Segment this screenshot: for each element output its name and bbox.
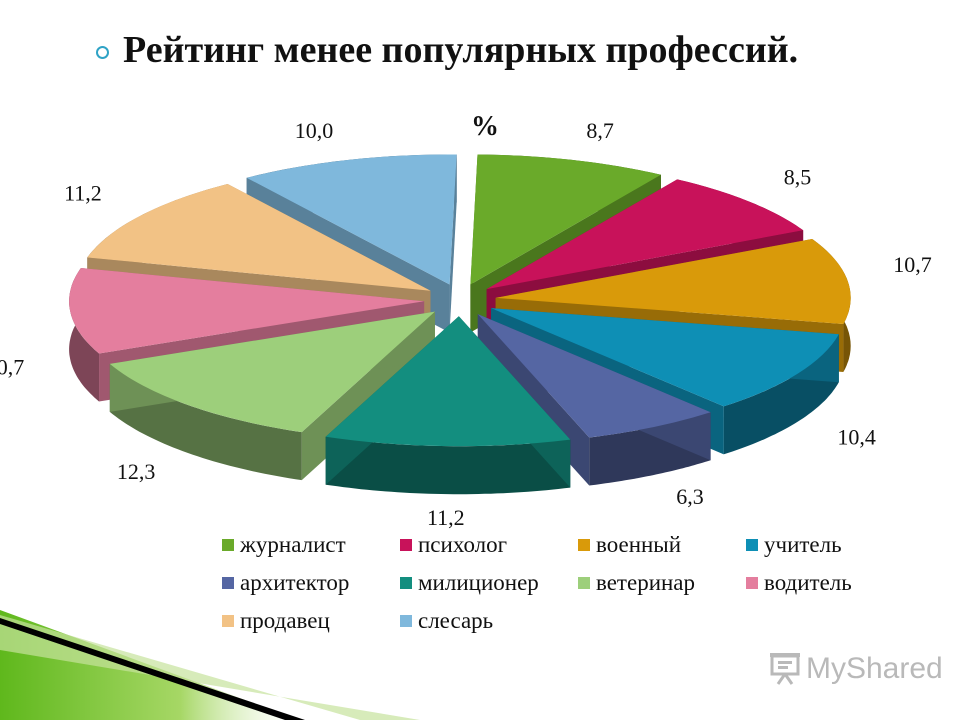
pie-tops <box>69 154 851 447</box>
legend-item: учитель <box>746 530 902 560</box>
data-label: 6,3 <box>676 484 704 509</box>
pie-slice-водитель <box>69 267 425 354</box>
legend-item: милиционер <box>400 568 578 598</box>
legend-swatch <box>746 577 758 589</box>
legend-label: слесарь <box>418 608 494 633</box>
presentation-icon <box>770 653 800 685</box>
legend-label: водитель <box>764 570 852 595</box>
legend-item: слесарь <box>400 606 578 636</box>
legend-item: водитель <box>746 568 902 598</box>
legend-swatch <box>746 539 758 551</box>
legend-label: психолог <box>418 532 508 557</box>
legend-swatch <box>400 539 412 551</box>
legend-swatch <box>222 539 234 551</box>
legend-swatch <box>400 615 412 627</box>
pie-slice-журналист <box>470 154 661 285</box>
legend-swatch <box>578 539 590 551</box>
legend-label: архитектор <box>240 570 350 595</box>
pie-wall-милиционер <box>325 436 571 495</box>
watermark: MyShared <box>770 652 943 686</box>
pie-slice-продавец <box>87 184 431 291</box>
corner-decoration <box>0 610 420 720</box>
data-labels: 8,7 8,5 10,7 10,4 6,3 11,2 12,3 10,7 11,2 10,0 <box>0 118 932 530</box>
pie-slice-учитель <box>491 308 839 407</box>
legend-label: милиционер <box>418 570 539 595</box>
legend-item: военный <box>578 530 746 560</box>
legend-item: архитектор <box>222 568 400 598</box>
legend-item: продавец <box>222 606 400 636</box>
legend-label: военный <box>596 532 682 557</box>
chart-title: % <box>471 111 499 142</box>
legend-item: журналист <box>222 530 400 560</box>
data-label: 10,7 <box>893 252 932 277</box>
watermark-text: MyShared <box>806 652 943 685</box>
data-label: 8,7 <box>586 118 614 143</box>
pie-slice-ветеринар <box>109 311 435 433</box>
pie-wall-учитель <box>723 334 839 455</box>
bullet-icon <box>96 45 109 59</box>
legend-label: учитель <box>764 532 842 557</box>
legend-label: продавец <box>240 608 330 633</box>
slide-title: Рейтинг менее популярных профессий. <box>123 29 799 71</box>
pie-cut-face-слесарь-1 <box>449 154 457 333</box>
pie-slice-архитектор <box>477 314 711 438</box>
pie-slice-слесарь <box>246 154 457 285</box>
legend-swatch <box>578 577 590 589</box>
legend-item: психолог <box>400 530 578 560</box>
data-label: 12,3 <box>117 459 156 484</box>
legend-swatch <box>222 615 234 627</box>
data-label: 11,2 <box>64 181 102 206</box>
pie-slice-психолог <box>486 179 804 290</box>
data-label: 11,2 <box>427 505 465 530</box>
legend-label: ветеринар <box>596 570 696 595</box>
legend-swatch <box>400 577 412 589</box>
pie-slice-милиционер <box>325 316 571 447</box>
data-label: 10,4 <box>837 424 876 449</box>
chart-legend: журналист психолог военный учитель архитекто… <box>222 530 902 636</box>
data-label: 8,5 <box>784 164 812 189</box>
data-label: 10,0 <box>295 118 334 143</box>
data-label: 10,7 <box>0 355 24 380</box>
pie-slice-военный <box>495 238 851 324</box>
legend-swatch <box>222 577 234 589</box>
pie-chart: % 8,7 8,5 10,7 10,4 6,3 11,2 12,3 10,7 11,2 10,0 <box>0 111 932 530</box>
title-row: Рейтинг менее популярных профессий. <box>96 22 798 78</box>
legend-item: ветеринар <box>578 568 746 598</box>
legend-label: журналист <box>240 532 346 557</box>
